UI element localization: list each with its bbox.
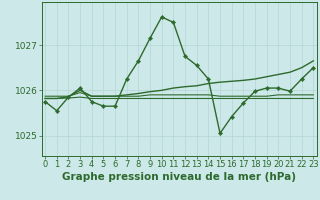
X-axis label: Graphe pression niveau de la mer (hPa): Graphe pression niveau de la mer (hPa) [62, 172, 296, 182]
